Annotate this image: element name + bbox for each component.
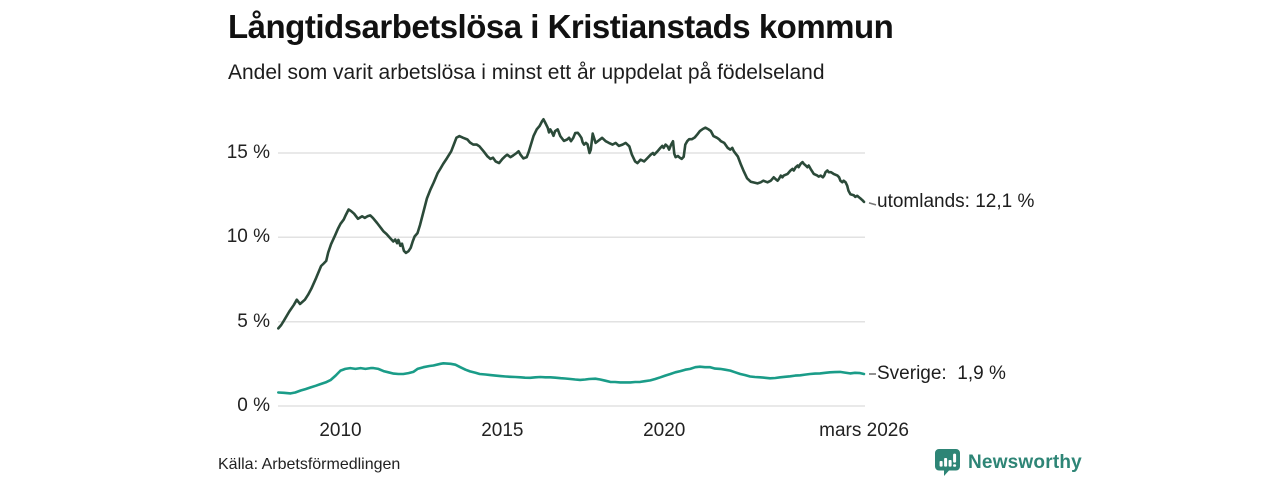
source-note: Källa: Arbetsförmedlingen xyxy=(218,456,401,473)
logo-bar-short xyxy=(948,460,952,467)
newsworthy-logo-text: Newsworthy xyxy=(968,451,1082,473)
x-tick-label-2020: 2020 xyxy=(643,420,686,441)
series-line-sverige xyxy=(277,362,866,395)
series-label-sverige: Sverige: 1,9 % xyxy=(877,362,1006,384)
x-tick-label-mars-2026: mars 2026 xyxy=(819,420,909,441)
y-tick-label-5: 5 % xyxy=(237,310,270,332)
logo-exclamation-bar xyxy=(953,453,957,463)
logo-bar-small xyxy=(939,461,943,467)
series-line-utomlands xyxy=(277,118,866,330)
series-label-utomlands: utomlands: 12,1 % xyxy=(877,190,1035,212)
chart-title: Långtidsarbetslösa i Kristianstads kommu… xyxy=(228,8,894,45)
logo-bar-medium xyxy=(944,458,948,467)
y-tick-label-10: 10 % xyxy=(226,226,270,248)
newsworthy-logo-icon xyxy=(935,449,960,476)
x-tick-label-2010: 2010 xyxy=(319,420,362,441)
logo-exclamation-dot xyxy=(953,464,957,467)
x-tick-label-2015: 2015 xyxy=(481,420,524,441)
y-tick-label-0: 0 % xyxy=(237,395,270,416)
y-tick-label-15: 15 % xyxy=(226,142,270,163)
label-leader-utomlands xyxy=(868,202,877,206)
chart-subtitle: Andel som varit arbetslösa i minst ett å… xyxy=(228,61,825,84)
newsworthy-logo[interactable]: Newsworthy xyxy=(934,448,1082,477)
